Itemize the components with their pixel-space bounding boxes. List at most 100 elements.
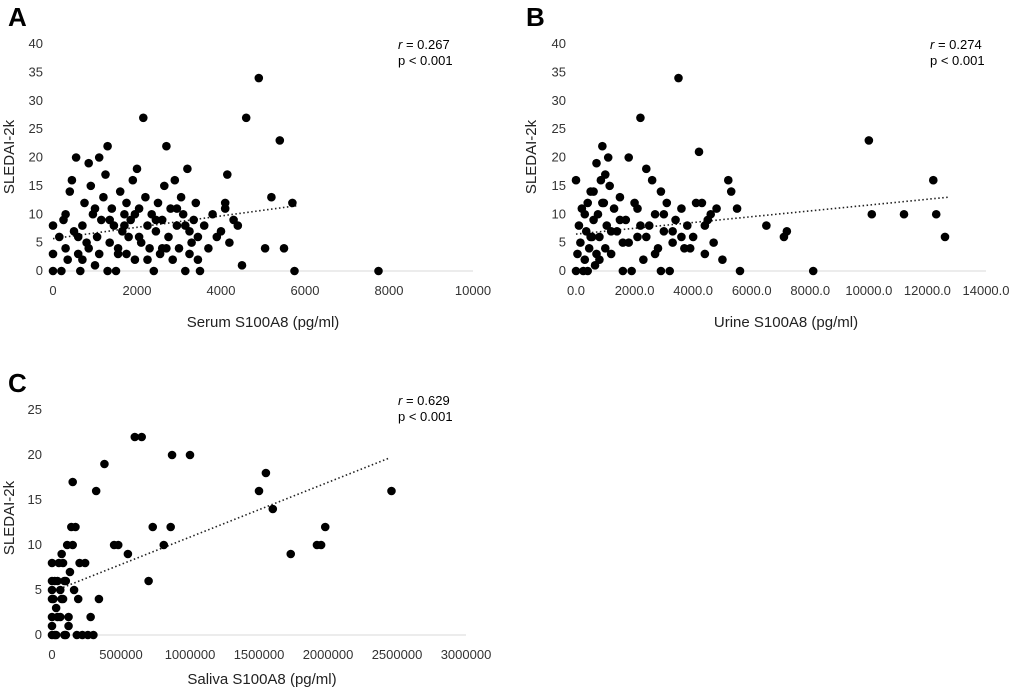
data-point	[71, 153, 81, 162]
data-point	[589, 187, 598, 196]
data-point	[650, 209, 660, 219]
x-tick-label: 1000000	[165, 647, 216, 662]
data-point	[157, 215, 167, 225]
x-tick-label: 12000.0	[904, 283, 951, 298]
data-point	[63, 255, 72, 264]
y-tick-label: 40	[552, 36, 566, 51]
data-point	[195, 266, 205, 276]
data-point	[68, 477, 77, 487]
r-value-label: r = 0.629	[398, 393, 450, 408]
data-point	[700, 249, 710, 259]
data-point	[598, 198, 607, 208]
data-point	[94, 594, 104, 604]
data-point	[694, 147, 704, 157]
data-point	[57, 266, 66, 276]
data-point	[199, 221, 209, 230]
x-tick-label: 2500000	[372, 647, 423, 662]
x-tick-label: 2000	[123, 283, 152, 298]
data-point	[387, 486, 396, 496]
x-axis-title: Urine S100A8 (pg/ml)	[714, 314, 858, 331]
data-point	[268, 504, 278, 514]
data-point	[86, 612, 95, 622]
r-value-label: r = 0.274	[930, 37, 982, 52]
data-point	[107, 204, 117, 213]
data-point	[174, 244, 184, 253]
data-point	[48, 221, 58, 230]
data-point	[290, 266, 299, 276]
data-point	[111, 266, 121, 276]
x-tick-label: 1500000	[234, 647, 285, 662]
data-point	[595, 255, 604, 264]
data-point	[137, 432, 146, 442]
y-tick-label: 25	[28, 402, 42, 417]
data-point	[185, 450, 195, 460]
x-tick-label: 2000000	[303, 647, 354, 662]
data-point	[659, 209, 669, 219]
data-point	[89, 630, 98, 640]
data-point	[671, 215, 680, 225]
data-point	[223, 170, 232, 179]
data-point	[586, 232, 595, 242]
data-point	[84, 158, 93, 168]
data-point	[92, 232, 102, 242]
data-point	[57, 549, 66, 559]
data-point	[130, 255, 140, 264]
data-point	[659, 226, 669, 236]
p-value-label: p < 0.001	[930, 53, 985, 68]
data-point	[134, 232, 144, 242]
data-point	[101, 170, 110, 179]
data-point	[49, 594, 58, 604]
data-point	[674, 73, 683, 83]
data-point	[191, 198, 201, 208]
data-point	[124, 232, 133, 242]
data-point	[151, 215, 161, 225]
data-point	[78, 255, 87, 264]
y-tick-label: 10	[29, 206, 43, 221]
data-point	[618, 266, 628, 276]
panel-letter: A	[8, 2, 27, 32]
data-point	[639, 255, 648, 264]
y-tick-label: 10	[28, 537, 42, 552]
data-point	[580, 209, 590, 219]
data-point	[166, 204, 175, 213]
data-point	[641, 232, 651, 242]
data-point	[595, 232, 604, 242]
data-point	[712, 204, 721, 213]
data-point	[260, 244, 270, 253]
data-point	[899, 209, 909, 219]
data-point	[573, 249, 582, 259]
data-point	[723, 175, 733, 185]
data-point	[685, 244, 695, 253]
data-point	[571, 266, 581, 276]
data-point	[644, 221, 654, 230]
data-point	[668, 238, 677, 247]
data-point	[220, 204, 230, 213]
data-point	[279, 244, 289, 253]
y-tick-label: 20	[552, 150, 566, 165]
y-tick-label: 5	[36, 235, 43, 250]
data-point	[615, 192, 625, 202]
data-point	[94, 249, 104, 259]
data-point	[122, 198, 131, 208]
y-tick-label: 15	[552, 178, 566, 193]
x-tick-label: 14000.0	[963, 283, 1010, 298]
x-tick-label: 3000000	[441, 647, 492, 662]
data-point	[47, 621, 57, 631]
y-tick-label: 5	[35, 582, 42, 597]
data-point	[237, 261, 247, 270]
data-point	[105, 215, 114, 225]
trend-line	[51, 456, 391, 593]
x-tick-label: 0	[48, 647, 55, 662]
data-point	[86, 181, 96, 191]
data-point	[58, 558, 68, 568]
data-point	[633, 204, 642, 213]
scatter-chart: 0 5 10 15 20 25 0 500000 1000000 1500000 2000000 25…	[1, 393, 492, 688]
data-point	[61, 630, 71, 640]
data-point	[143, 221, 152, 230]
data-point	[48, 266, 58, 276]
data-point	[47, 585, 57, 595]
panel-a: A 0 5 10 15 20 25 30 35 40 0 2000 4000 6000 8000 10000…	[0, 0, 507, 345]
data-point	[100, 459, 109, 469]
y-axis-title: SLEDAI-2k	[1, 119, 18, 194]
data-point	[187, 238, 196, 247]
